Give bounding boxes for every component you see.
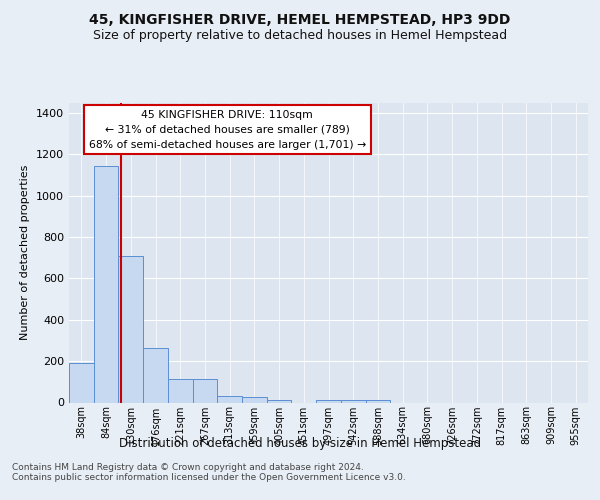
Bar xyxy=(217,396,242,402)
Bar xyxy=(316,400,341,402)
Bar xyxy=(118,256,143,402)
Y-axis label: Number of detached properties: Number of detached properties xyxy=(20,165,31,340)
Bar xyxy=(69,363,94,403)
Text: 45, KINGFISHER DRIVE, HEMEL HEMPSTEAD, HP3 9DD: 45, KINGFISHER DRIVE, HEMEL HEMPSTEAD, H… xyxy=(89,12,511,26)
Text: Distribution of detached houses by size in Hemel Hempstead: Distribution of detached houses by size … xyxy=(119,438,481,450)
Bar xyxy=(143,348,168,403)
Text: 45 KINGFISHER DRIVE: 110sqm
← 31% of detached houses are smaller (789)
68% of se: 45 KINGFISHER DRIVE: 110sqm ← 31% of det… xyxy=(89,110,366,150)
Bar xyxy=(168,378,193,402)
Bar xyxy=(94,166,118,402)
Text: Size of property relative to detached houses in Hemel Hempstead: Size of property relative to detached ho… xyxy=(93,29,507,42)
Bar xyxy=(341,400,365,402)
Bar xyxy=(267,400,292,402)
Bar xyxy=(365,400,390,402)
Bar xyxy=(242,396,267,402)
Bar xyxy=(193,378,217,402)
Text: Contains HM Land Registry data © Crown copyright and database right 2024.
Contai: Contains HM Land Registry data © Crown c… xyxy=(12,462,406,482)
